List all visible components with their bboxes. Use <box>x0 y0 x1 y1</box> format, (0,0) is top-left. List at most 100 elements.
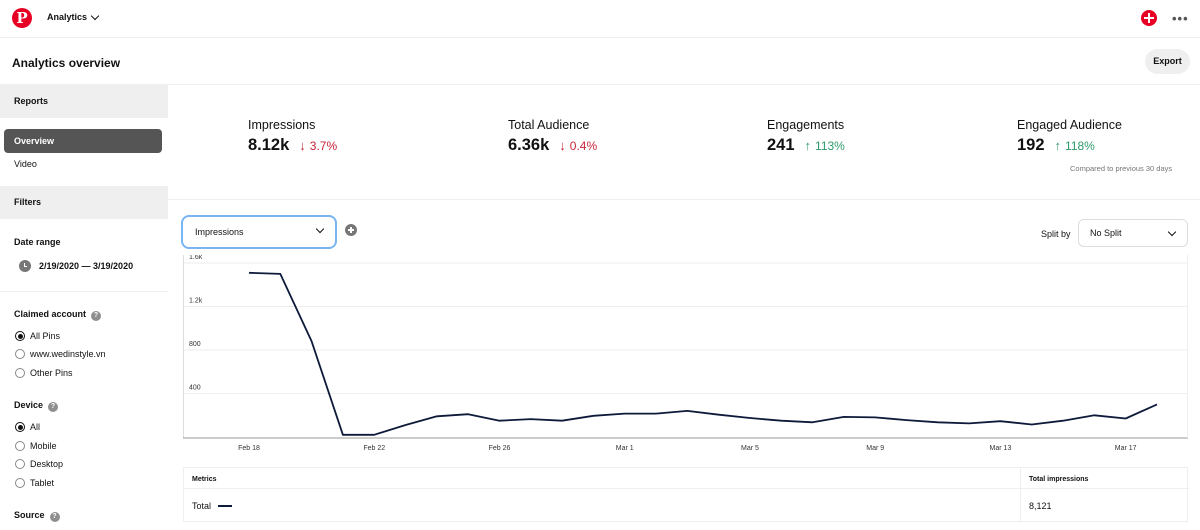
row-value: 8,121 <box>1029 501 1052 511</box>
arrow-down-icon: ↓ <box>299 138 306 153</box>
metrics-table: Metrics Total impressions Total 8,121 <box>183 467 1189 523</box>
radio-label: Tablet <box>30 478 55 488</box>
arrow-up-icon: ↑ <box>804 138 812 153</box>
help-icon[interactable]: ? <box>49 512 60 522</box>
radio-all-pins[interactable]: All Pins <box>15 331 60 341</box>
x-tick-label: Mar 5 <box>741 445 759 452</box>
x-tick-label: Mar 9 <box>866 445 884 452</box>
date-range-value: 2/19/2020 — 3/19/2020 <box>39 261 134 271</box>
page-title: Analytics overview <box>12 56 121 70</box>
stat-change: ↑ 118% <box>1055 138 1095 153</box>
y-tick-label: 1.2k <box>189 298 203 305</box>
filters-heading: Filters <box>0 186 168 219</box>
clock-icon <box>19 260 31 272</box>
sidebar-item-overview[interactable]: Overview <box>4 129 162 153</box>
date-range-label: Date range <box>14 237 61 247</box>
metric-select[interactable]: Impressions <box>181 215 337 249</box>
sidebar: Reports Overview Video Filters <box>0 85 168 530</box>
x-tick-label: Mar 17 <box>1115 445 1137 452</box>
compared-note: Compared to previous 30 days <box>1070 164 1173 173</box>
total-impressions-header: Total impressions <box>1029 476 1089 483</box>
stat-total-audience: Total Audience 6.36k ↓ 0.4% <box>508 118 597 155</box>
stat-change-value: 0.4% <box>569 139 598 153</box>
stat-value: 241 <box>767 136 795 154</box>
x-tick-label: Feb 18 <box>238 445 260 452</box>
stat-label: Impressions <box>248 118 316 132</box>
radio-device-all[interactable]: All <box>15 422 40 432</box>
more-options-icon[interactable]: ••• <box>1172 11 1189 26</box>
x-tick-label: Mar 13 <box>990 445 1012 452</box>
add-metric-icon[interactable] <box>345 224 357 236</box>
legend-line-icon <box>218 505 233 507</box>
row-label: Total <box>192 501 212 511</box>
radio-label: Mobile <box>30 441 57 451</box>
source-text: Source <box>14 510 45 520</box>
radio-unchecked-icon <box>15 478 25 488</box>
radio-label: Other Pins <box>30 368 73 378</box>
chevron-down-icon <box>90 11 100 20</box>
stat-change-value: 113% <box>815 139 845 153</box>
stat-label: Total Audience <box>508 118 590 132</box>
help-icon[interactable]: ? <box>91 311 102 321</box>
stat-change-value: 118% <box>1065 139 1095 153</box>
claimed-account-text: Claimed account <box>14 309 87 319</box>
y-tick-label: 1.6k <box>189 255 203 261</box>
x-tick-label: Feb 26 <box>489 445 511 452</box>
stats-divider <box>168 199 1200 200</box>
device-label: Device? <box>14 400 59 412</box>
pinterest-logo-icon[interactable]: P <box>12 8 32 28</box>
radio-label: Desktop <box>30 459 64 469</box>
stat-value: 192 <box>1017 136 1045 154</box>
stat-engagements: Engagements 241 ↑ 113% <box>767 118 845 155</box>
split-select-value: No Split <box>1090 228 1122 238</box>
stat-engaged-audience: Engaged Audience 192 ↑ 118% <box>1017 118 1122 155</box>
metric-select-value: Impressions <box>195 227 244 237</box>
radio-device-mobile[interactable]: Mobile <box>15 441 57 451</box>
page-header: Analytics overview <box>0 39 1200 85</box>
stat-change: ↑ 113% <box>805 138 845 153</box>
radio-label: All <box>30 422 41 432</box>
stat-change-value: 3.7% <box>309 139 338 153</box>
arrow-down-icon: ↓ <box>559 138 566 153</box>
chevron-down-icon <box>1167 227 1177 237</box>
stat-label: Engaged Audience <box>1017 118 1122 132</box>
impressions-chart: 400 800 1.2k 1.6k Feb 18 Feb 22 Feb 26 Mar 1 Mar… <box>183 255 1188 452</box>
impressions-series-line <box>248 271 1158 436</box>
radio-label: All Pins <box>30 331 61 341</box>
radio-website[interactable]: www.wedinstyle.vn <box>15 349 106 359</box>
app-switcher-label: Analytics <box>47 12 88 22</box>
chevron-down-icon <box>315 224 325 234</box>
radio-unchecked-icon <box>15 459 25 469</box>
radio-device-desktop[interactable]: Desktop <box>15 459 63 469</box>
claimed-account-label: Claimed account? <box>14 309 102 321</box>
radio-device-tablet[interactable]: Tablet <box>15 478 54 488</box>
radio-other-pins[interactable]: Other Pins <box>15 368 73 378</box>
app-switcher-dropdown[interactable]: Analytics <box>47 11 100 22</box>
radio-checked-icon <box>15 422 25 432</box>
table-row: Total <box>192 501 233 511</box>
reports-heading: Reports <box>0 85 168 118</box>
stat-value: 8.12k <box>248 136 290 154</box>
arrow-up-icon: ↑ <box>1054 138 1062 153</box>
stat-value: 6.36k <box>508 136 550 154</box>
export-button[interactable]: Export <box>1145 49 1190 74</box>
radio-label: www.wedinstyle.vn <box>30 349 106 359</box>
date-range-picker[interactable]: 2/19/2020 — 3/19/2020 <box>19 260 133 272</box>
source-label: Source? <box>14 510 60 522</box>
split-select[interactable]: No Split <box>1078 219 1188 247</box>
radio-checked-icon <box>15 331 25 341</box>
help-icon[interactable]: ? <box>48 402 59 412</box>
sidebar-item-video[interactable]: Video <box>14 159 37 169</box>
sidebar-divider <box>0 291 168 292</box>
stat-label: Engagements <box>767 118 845 132</box>
stat-impressions: Impressions 8.12k ↓ 3.7% <box>248 118 337 155</box>
y-tick-label: 800 <box>189 341 201 348</box>
radio-unchecked-icon <box>15 441 25 451</box>
radio-unchecked-icon <box>15 349 25 359</box>
create-plus-icon[interactable] <box>1141 10 1157 26</box>
top-bar: P Analytics ••• <box>0 0 1200 38</box>
y-tick-label: 400 <box>189 385 201 392</box>
stat-change: ↓ 3.7% <box>299 138 337 153</box>
radio-unchecked-icon <box>15 368 25 378</box>
x-tick-label: Mar 1 <box>616 445 634 452</box>
